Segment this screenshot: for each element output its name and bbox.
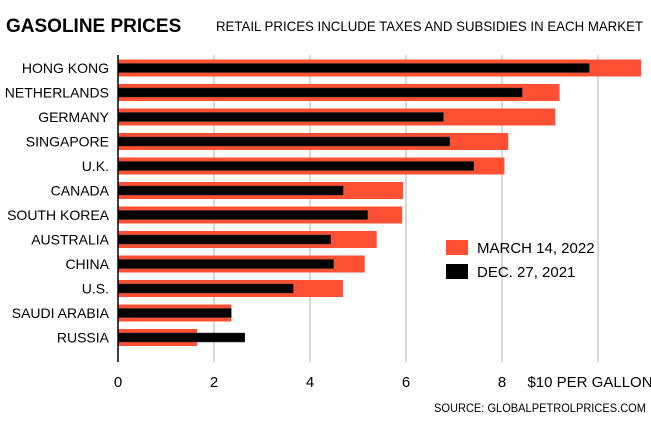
legend-swatch: [446, 264, 468, 279]
category-label: RUSSIA: [57, 330, 110, 346]
category-label: SOUTH KOREA: [7, 207, 110, 223]
bar-u-k--dec-2021: [117, 161, 474, 171]
bar-netherlands-dec-2021: [117, 87, 523, 98]
x-tick-label: 6: [402, 374, 410, 391]
bar-south-korea-dec-2021: [117, 210, 368, 220]
category-label: SINGAPORE: [26, 134, 109, 150]
bar-russia-dec-2021: [117, 332, 245, 343]
bar-australia-dec-2021: [117, 234, 331, 245]
legend-label: DEC. 27, 2021: [477, 264, 575, 281]
category-label: GERMANY: [38, 109, 109, 125]
legend-swatch: [446, 240, 468, 255]
x-tick-label: 8: [498, 374, 506, 391]
bar-china-dec-2021: [117, 259, 334, 269]
bar-canada-dec-2021: [117, 185, 344, 196]
bar-saudi-arabia-dec-2021: [117, 308, 232, 318]
category-label: HONG KONG: [22, 60, 109, 76]
x-tick-label: 0: [114, 374, 122, 391]
x-tick-label: 2: [210, 374, 218, 391]
legend-label: MARCH 14, 2022: [477, 240, 595, 257]
chart-title: GASOLINE PRICES: [6, 16, 181, 37]
bar-germany-dec-2021: [117, 112, 444, 122]
category-label: NETHERLANDS: [5, 85, 109, 101]
bar-singapore-dec-2021: [117, 136, 450, 147]
source-note: SOURCE: GLOBALPETROLPRICES.COM: [434, 401, 646, 415]
bar-hong-kong-dec-2021: [117, 63, 590, 73]
category-label: AUSTRALIA: [31, 232, 109, 248]
chart-subtitle: RETAIL PRICES INCLUDE TAXES AND SUBSIDIE…: [216, 18, 643, 34]
x-tick-label: $10 PER GALLON: [527, 374, 651, 391]
category-label: U.K.: [82, 158, 109, 174]
x-tick-label: 4: [306, 374, 314, 391]
category-label: CANADA: [51, 183, 110, 199]
category-label: CHINA: [65, 256, 109, 272]
bar-u-s--dec-2021: [117, 283, 294, 294]
category-label: SAUDI ARABIA: [12, 305, 110, 321]
category-label: U.S.: [82, 281, 109, 297]
